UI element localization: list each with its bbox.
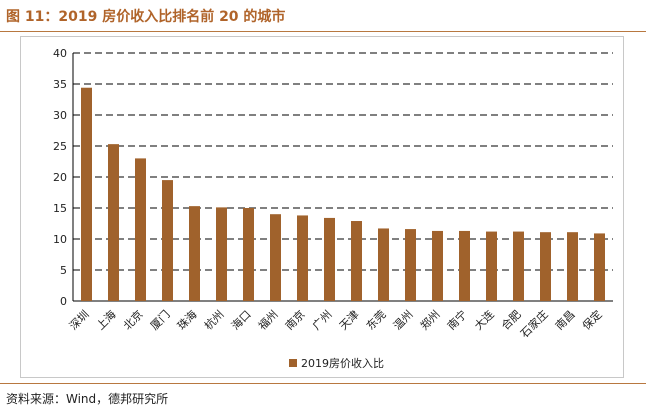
source-note: 资料来源：Wind，德邦研究所 [6, 392, 169, 406]
bar [405, 229, 416, 301]
y-tick-label: 30 [53, 109, 67, 122]
x-tick-label: 深圳 [67, 308, 92, 333]
bar [243, 208, 254, 301]
bar [567, 232, 578, 301]
x-tick-label: 温州 [391, 308, 416, 333]
bar [189, 206, 200, 301]
bar [108, 144, 119, 301]
bar [540, 232, 551, 301]
x-tick-label: 海口 [228, 307, 253, 332]
x-tick-label: 北京 [120, 307, 145, 332]
bar [270, 214, 281, 301]
x-tick-label: 福州 [255, 307, 280, 332]
x-tick-label: 大连 [471, 307, 496, 332]
top-divider [0, 31, 646, 32]
bar [351, 221, 362, 301]
x-tick-label: 南昌 [553, 308, 578, 333]
x-tick-label: 上海 [93, 307, 118, 332]
bar [486, 231, 497, 301]
legend-swatch [289, 359, 297, 367]
x-tick-label: 杭州 [201, 307, 226, 332]
bar [459, 230, 470, 301]
bar [162, 180, 173, 301]
bar-chart: 0 5 10 15 20 25 30 35 40 深圳 上海 北京 厦门 珠海 杭州 海口 福州 南京 广州 天津 东莞… [53, 47, 613, 340]
x-tick-label: 东莞 [364, 308, 389, 333]
bar [594, 233, 605, 301]
bar [324, 217, 335, 301]
bar [135, 158, 146, 301]
y-tick-label: 10 [53, 233, 67, 246]
x-tick-label: 南京 [282, 307, 307, 332]
x-tick-label: 天津 [337, 308, 362, 333]
legend-label: 2019房价收入比 [301, 357, 384, 370]
chart-frame: 0 5 10 15 20 25 30 35 40 深圳 上海 北京 厦门 珠海 杭州 海口 福州 南京 广州 天津 东莞… [20, 36, 624, 378]
x-tick-label: 郑州 [417, 307, 442, 332]
bottom-divider [0, 383, 646, 384]
y-tick-label: 35 [53, 78, 67, 91]
bar [513, 231, 524, 301]
x-tick-label: 广州 [310, 308, 335, 333]
y-tick-label: 25 [53, 140, 67, 153]
x-tick-label: 石家庄 [517, 307, 550, 340]
x-tick-label: 珠海 [174, 307, 199, 332]
bar [297, 215, 308, 301]
bar [432, 230, 443, 301]
y-tick-label: 20 [53, 171, 67, 184]
x-tick-label: 厦门 [147, 307, 172, 332]
legend: 2019房价收入比 [289, 355, 384, 371]
y-tick-label: 0 [60, 295, 67, 308]
bar [216, 207, 227, 301]
y-tick-label: 5 [60, 264, 67, 277]
y-tick-label: 40 [53, 47, 67, 60]
x-tick-label: 南宁 [444, 307, 469, 332]
bar [378, 228, 389, 301]
y-tick-label: 15 [53, 202, 67, 215]
bar [81, 87, 92, 301]
figure-title: 图 11：2019 房价收入比排名前 20 的城市 [6, 9, 286, 25]
x-tick-label: 保定 [579, 307, 604, 332]
